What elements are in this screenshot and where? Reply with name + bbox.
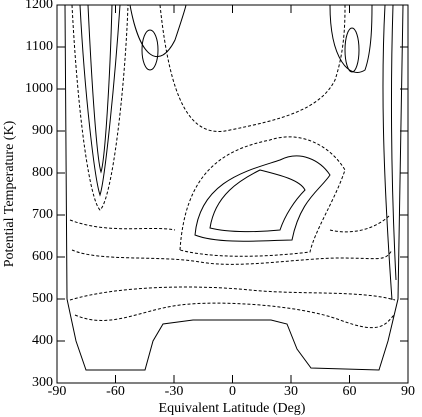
x-tick-label: -30 [165,384,184,399]
x-tick-label: -90 [48,384,67,399]
x-tick-label: -60 [106,384,125,399]
x-tick-label: 30 [284,384,298,399]
contour-line [194,155,331,242]
contour-line [69,214,391,233]
y-tick-label: 1200 [25,0,53,12]
x-tick-label: 90 [401,384,415,399]
y-tick-label: 500 [32,291,53,306]
contour-line [159,4,346,132]
contour-line [64,4,404,371]
y-tick-label: 400 [32,333,53,348]
contour-line [382,4,393,301]
contour-line [129,4,187,58]
contour-line [141,29,159,71]
contour-line [179,136,346,257]
contour-line [69,286,396,301]
contour-line [71,249,393,265]
x-tick-label: 0 [229,384,236,399]
contour-line [391,4,397,281]
contour-line [329,4,373,73]
y-tick-label: 700 [32,207,53,222]
y-axis-label: Potential Temperature (K) [2,120,17,267]
contours [64,4,404,371]
contour-line [71,4,129,211]
y-tick-label: 600 [32,249,53,264]
x-tick-label: 60 [343,384,357,399]
contour-line [209,169,306,233]
y-tick-label: 1000 [25,81,53,96]
y-tick-label: 800 [32,165,53,180]
y-tick-label: 300 [32,375,53,390]
contour-line [79,4,121,197]
contour-line [74,302,395,329]
contour-line [344,27,360,73]
y-tick-label: 1100 [26,39,53,54]
contour-line [87,4,113,174]
x-axis-label: Equivalent Latitude (Deg) [159,401,306,416]
y-tick-label: 900 [32,123,53,138]
